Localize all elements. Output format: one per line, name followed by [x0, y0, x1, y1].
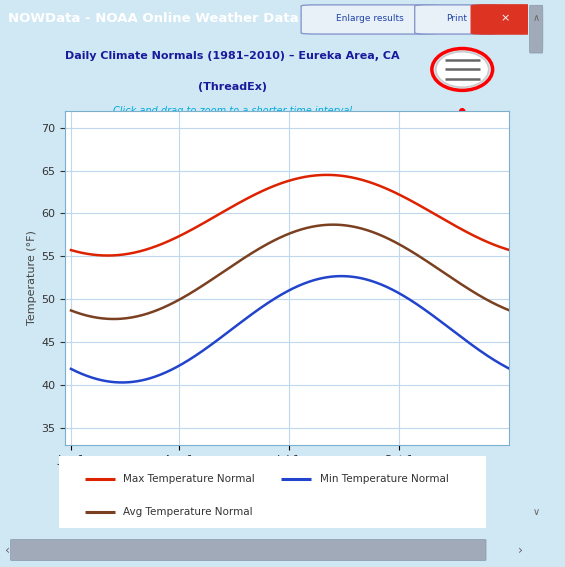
Text: Daily Climate Normals (1981–2010) – Eureka Area, CA: Daily Climate Normals (1981–2010) – Eure…	[65, 51, 400, 61]
Text: ∧: ∧	[533, 13, 540, 23]
FancyBboxPatch shape	[529, 5, 543, 53]
Text: ›: ›	[518, 544, 523, 556]
Text: Max Temperature Normal: Max Temperature Normal	[123, 474, 255, 484]
Text: Enlarge results: Enlarge results	[336, 14, 403, 23]
FancyBboxPatch shape	[11, 539, 486, 561]
Text: (ThreadEx): (ThreadEx)	[198, 82, 267, 92]
Y-axis label: Temperature (°F): Temperature (°F)	[27, 230, 37, 325]
FancyArrowPatch shape	[456, 111, 468, 133]
FancyBboxPatch shape	[51, 454, 494, 530]
Text: ‹: ‹	[5, 544, 10, 556]
FancyBboxPatch shape	[301, 5, 438, 34]
FancyBboxPatch shape	[415, 5, 499, 34]
Text: NOWData - NOAA Online Weather Data: NOWData - NOAA Online Weather Data	[8, 12, 298, 25]
Ellipse shape	[436, 52, 489, 87]
Text: Print: Print	[446, 14, 467, 23]
Text: ∨: ∨	[533, 507, 540, 517]
Text: Min Temperature Normal: Min Temperature Normal	[320, 474, 449, 484]
Text: ×: ×	[501, 14, 510, 24]
FancyBboxPatch shape	[471, 5, 539, 34]
Text: Click and drag to zoom to a shorter time interval: Click and drag to zoom to a shorter time…	[113, 107, 352, 116]
Text: Avg Temperature Normal: Avg Temperature Normal	[123, 507, 253, 518]
